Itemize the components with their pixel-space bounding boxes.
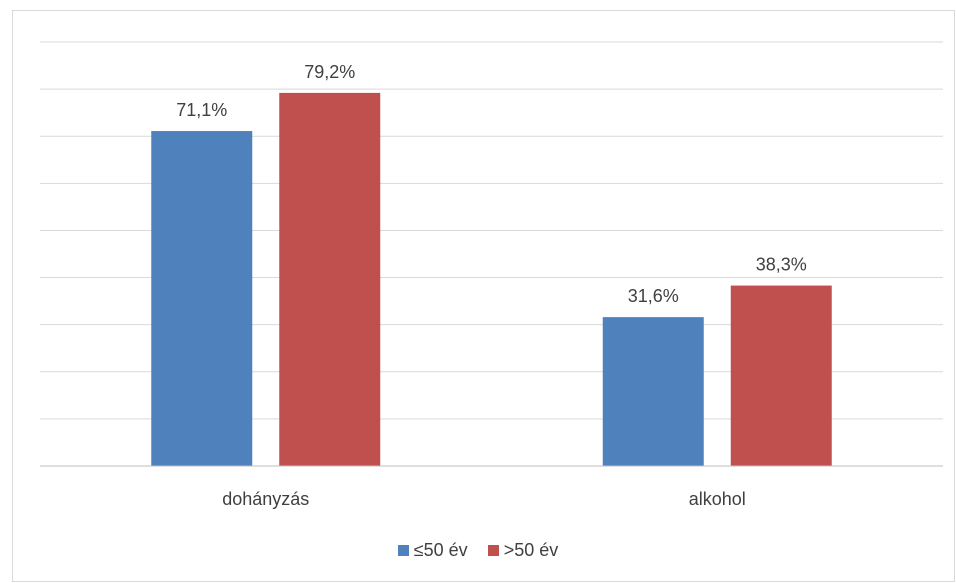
legend-item-series-2: >50 év — [487, 540, 559, 561]
bars — [151, 92, 832, 467]
legend-label-series-1: ≤50 év — [413, 540, 468, 560]
x-tick-labels: dohányzás alkohol — [222, 489, 746, 509]
legend: ≤50 év >50 év — [0, 540, 956, 561]
legend-swatch-series-2 — [487, 545, 499, 556]
bar-2-1 — [279, 92, 381, 466]
data-labels: 71,1% 79,2% 31,6% 38,3% — [176, 62, 807, 306]
data-label-2-1: 79,2% — [304, 62, 355, 82]
x-tick-label-1: dohányzás — [222, 489, 309, 509]
legend-item-series-1: ≤50 év — [397, 540, 468, 561]
bar-1-2 — [602, 317, 704, 466]
legend-label-series-2: >50 év — [503, 540, 559, 560]
legend-swatch-series-1 — [397, 545, 409, 556]
x-tick-label-2: alkohol — [689, 489, 746, 509]
bar-2-2 — [730, 285, 832, 466]
bar-1-1 — [151, 131, 253, 467]
data-label-1-2: 31,6% — [628, 286, 679, 306]
data-label-2-2: 38,3% — [756, 255, 807, 275]
data-label-1-1: 71,1% — [176, 100, 227, 120]
